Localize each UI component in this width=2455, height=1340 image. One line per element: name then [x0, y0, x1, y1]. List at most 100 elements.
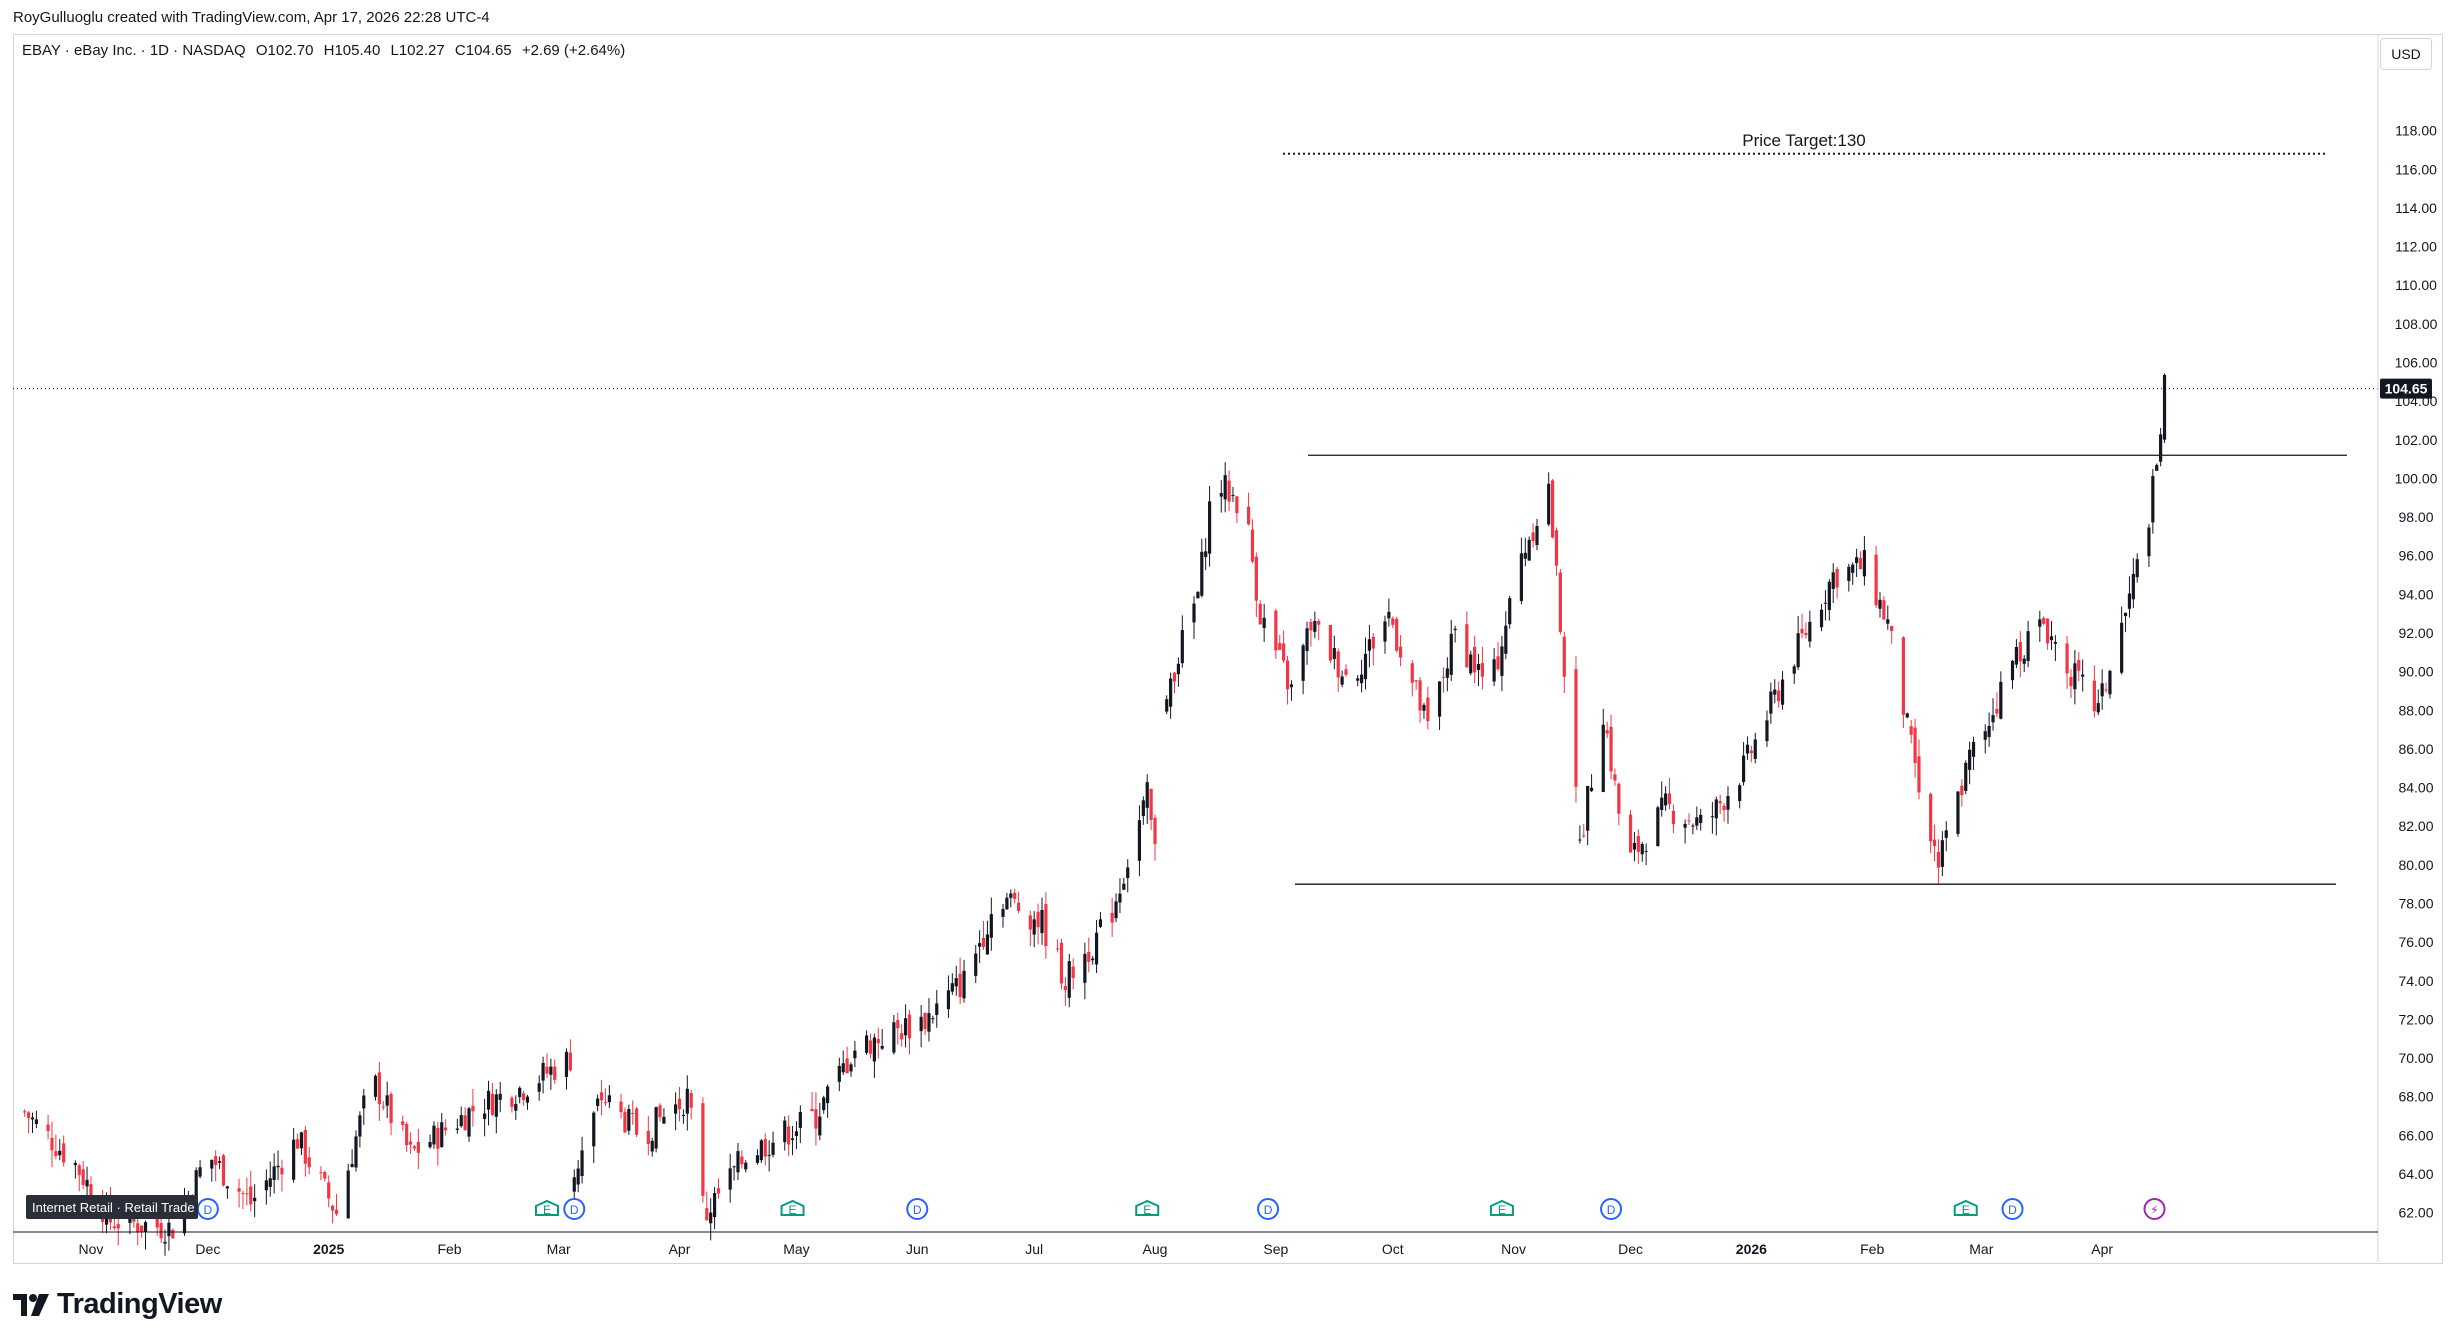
y-tick-label: 108.00 [2395, 316, 2438, 332]
candle-body [307, 1157, 311, 1168]
tradingview-logo[interactable]: TradingView [13, 1288, 222, 1321]
candle-body [1858, 557, 1863, 570]
candle-body [1067, 961, 1071, 998]
candle-body [592, 1112, 596, 1147]
low-label: L [390, 42, 399, 59]
candle [1067, 953, 1071, 1008]
last-price-badge [2380, 378, 2432, 399]
candle-body [2045, 618, 2050, 644]
candle-body [2077, 660, 2081, 671]
candle-body [1246, 506, 1251, 525]
candle [1169, 672, 1173, 719]
dividend-marker[interactable]: D [563, 1198, 586, 1220]
split-glyph: ⚡ [2150, 1203, 2158, 1217]
candle [1792, 664, 1796, 684]
dividend-marker[interactable]: D [196, 1198, 219, 1220]
dividend-marker[interactable]: D [1257, 1198, 1280, 1220]
candle-body [798, 1112, 802, 1128]
candle-body [709, 1212, 713, 1224]
candle-body [249, 1186, 253, 1205]
candle-body [892, 1022, 896, 1053]
candle-body [136, 1223, 140, 1233]
candle [1118, 878, 1122, 914]
candle-body [132, 1216, 136, 1222]
x-tick-label: Nov [1501, 1241, 1526, 1257]
x-tick-label: Aug [1143, 1241, 1168, 1257]
candle [646, 1115, 650, 1156]
candle [1258, 600, 1262, 625]
candle-body [1453, 628, 1457, 631]
time-axis[interactable]: Nov Dec 2025 Feb Mar Apr May Jun Jul Aug Sep Oct Nov… [13, 1231, 2378, 1257]
candle-body [1656, 807, 1660, 847]
price-axis[interactable]: 62.00 64.00 66.00 68.00 70.00 72.00 74.00 76.00… [2377, 34, 2438, 1262]
earnings-marker[interactable]: E [1135, 1199, 1160, 1217]
candle [401, 1115, 405, 1131]
candle [1098, 911, 1103, 929]
candle [771, 1131, 775, 1158]
candle [1496, 642, 1500, 672]
candle-body [1278, 643, 1282, 650]
dividend-marker[interactable]: D [906, 1198, 929, 1220]
candle-body [1823, 602, 1828, 604]
candle [1699, 808, 1703, 831]
dividend-marker[interactable]: D [2001, 1198, 2024, 1220]
candle-body [1480, 663, 1485, 677]
candle [1664, 786, 1668, 811]
event-markers[interactable]: EDEDEDEDEDED⚡ [71, 1198, 2166, 1220]
candle-body [1500, 646, 1504, 676]
currency-button[interactable]: USD [2380, 38, 2432, 70]
candle [1414, 680, 1418, 690]
chart-frame[interactable] [13, 34, 2443, 1264]
candle [1153, 814, 1157, 861]
candle-body [1936, 851, 1941, 868]
candle [1527, 536, 1531, 562]
candle-body [876, 1039, 880, 1044]
candle-body [2162, 374, 2167, 440]
candle [1091, 956, 1095, 965]
candle-body [1617, 783, 1621, 814]
earnings-marker[interactable]: E [780, 1199, 805, 1217]
candle-body [253, 1197, 257, 1202]
earnings-marker[interactable]: E [1953, 1199, 1978, 1217]
candle-body [794, 1131, 799, 1136]
candle-body [2022, 658, 2026, 664]
candle [576, 1159, 580, 1193]
candle-body [1044, 904, 1048, 947]
candle-body [907, 1014, 912, 1039]
candle [1601, 708, 1605, 793]
split-marker[interactable]: ⚡ [2143, 1198, 2166, 1220]
candle [1687, 813, 1691, 826]
candle-body [2151, 476, 2155, 523]
candle-body [1531, 532, 1535, 542]
candle-body [853, 1050, 857, 1059]
candle-body [140, 1225, 144, 1232]
candle [818, 1102, 822, 1141]
earnings-marker[interactable]: E [1489, 1199, 1514, 1217]
candle-body [728, 1168, 732, 1190]
candle-body [1749, 750, 1753, 754]
candle [373, 1074, 378, 1101]
candle [1500, 635, 1504, 692]
candle-body [1083, 953, 1087, 983]
candle-body [1968, 749, 1972, 770]
candle [1660, 781, 1664, 817]
candle [81, 1161, 85, 1190]
candle [681, 1109, 686, 1124]
candle-body [1094, 932, 1099, 965]
candle-body [1738, 785, 1742, 802]
candle-body [1492, 659, 1496, 682]
candle [1453, 625, 1457, 643]
candle-body [1356, 678, 1360, 681]
candle [1176, 657, 1181, 687]
sector-tooltip-text: Internet Retail · Retail Trade [32, 1200, 195, 1215]
candle-body [1449, 633, 1453, 675]
candle [872, 1033, 876, 1078]
candle-body [1309, 621, 1313, 631]
dividend-marker[interactable]: D [1600, 1198, 1623, 1220]
candle-body [1387, 611, 1391, 619]
candle [163, 1229, 167, 1256]
earnings-marker[interactable]: E [534, 1199, 559, 1217]
earnings-icon [1953, 1199, 1978, 1216]
candle [268, 1161, 272, 1197]
